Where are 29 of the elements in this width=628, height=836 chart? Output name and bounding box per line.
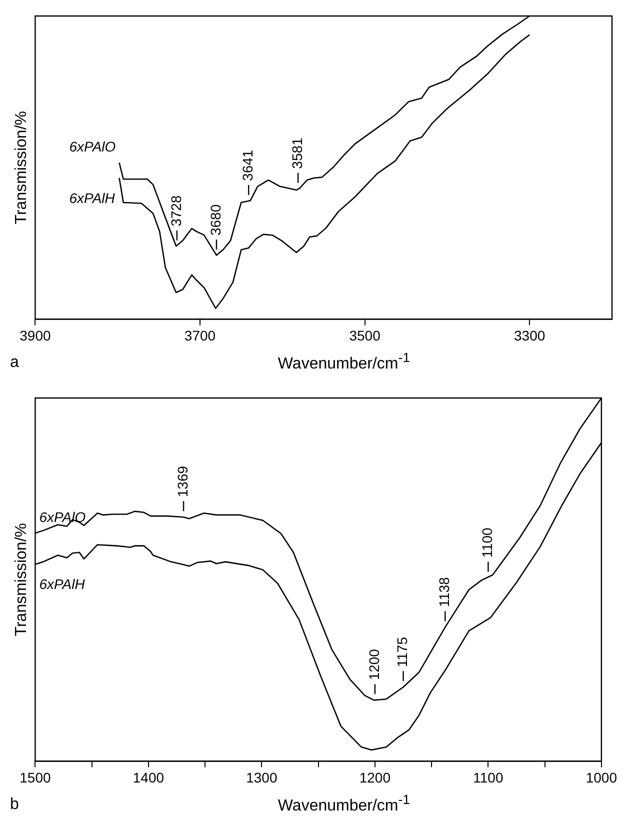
annotation: 3680 (207, 204, 224, 236)
x-tick-label: 3900 (20, 327, 51, 344)
y-axis-title: Transmission/% (13, 110, 30, 224)
annotation: 1138 (436, 576, 452, 608)
x-tick-label: 3500 (349, 327, 381, 344)
annotation: 1200 (366, 648, 382, 680)
series-label: 6xPAlH (69, 190, 116, 206)
annotation: 1100 (479, 527, 496, 558)
annotation: 3581 (288, 137, 305, 169)
text: b (10, 796, 19, 813)
annotation: 3728 (168, 195, 184, 226)
x-tick-label: 1100 (473, 769, 504, 786)
x-tick-label: 1200 (359, 769, 391, 786)
x-tick-label: 1400 (132, 769, 164, 786)
x-axis-title: Wavenumber/cm$^{-1}$ (276, 792, 412, 816)
x-tick-label: 3300 (514, 327, 546, 344)
annotation: 1175 (394, 636, 410, 668)
x-axis-title: Wavenumber/cm$^{-1}$ (276, 350, 412, 374)
x-tick-label: 3700 (184, 327, 216, 344)
y-axis-title: Transmission/% (13, 522, 30, 636)
series-label: 6xPAlH (39, 576, 86, 592)
x-tick-label: 1300 (246, 769, 278, 786)
annotation: 1369 (174, 466, 190, 498)
text: a (10, 354, 19, 371)
x-tick-label: 1000 (586, 769, 618, 786)
series-label: 6xPAlO (69, 138, 116, 155)
annotation: 3641 (239, 150, 256, 181)
x-tick-label: 1500 (20, 769, 51, 786)
series-label: 6xPAlO (39, 509, 86, 525)
